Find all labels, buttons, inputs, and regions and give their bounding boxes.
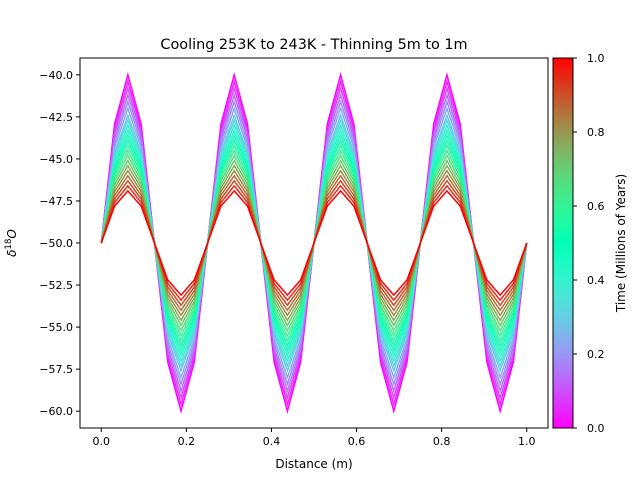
y-axis-label-base: δ: [5, 249, 19, 256]
y-tick-label: −47.5: [39, 195, 73, 208]
x-tick-label: 0.6: [348, 435, 366, 448]
x-tick-label: 0.2: [178, 435, 196, 448]
colorbar-ticks: 0.0 0.2 0.4 0.6 0.8 1.0: [573, 52, 605, 435]
y-axis: −40.0 −42.5 −45.0 −47.5 −50.0 −52.5 −55.0 −57.5…: [39, 69, 80, 418]
series-line-21: [100, 189, 528, 297]
colorbar-tick-label: 0.2: [587, 348, 605, 361]
y-tick-label: −52.5: [39, 279, 73, 292]
colorbar: 0.0 0.2 0.4 0.6 0.8 1.0 Time (Millions of Yea…: [552, 52, 628, 435]
y-tick-label: −42.5: [39, 111, 73, 124]
y-tick-label: −45.0: [39, 153, 73, 166]
x-tick-label: 0.0: [93, 435, 111, 448]
colorbar-tick-label: 0.8: [587, 126, 605, 139]
colorbar-tick-label: 0.0: [587, 422, 605, 435]
y-tick-label: −55.0: [39, 321, 73, 334]
y-tick-label: −50.0: [39, 237, 73, 250]
chart-title: Cooling 253K to 243K - Thinning 5m to 1m: [160, 37, 467, 53]
colorbar-tick-label: 1.0: [587, 52, 605, 65]
y-tick-label: −60.0: [39, 405, 73, 418]
colorbar-label: Time (Millions of Years): [614, 174, 628, 313]
x-tick-label: 0.4: [263, 435, 281, 448]
x-axis: 0.0 0.2 0.4 0.6 0.8 1.0: [93, 428, 536, 448]
x-tick-label: 0.8: [433, 435, 451, 448]
colorbar-tick-label: 0.6: [587, 200, 605, 213]
series-layer: [100, 71, 528, 415]
plot-area: [79, 57, 549, 429]
y-tick-label: −40.0: [39, 69, 73, 82]
colorbar-tick-label: 0.4: [587, 274, 605, 287]
colorbar-gradient: [552, 57, 574, 429]
y-tick-label: −57.5: [39, 363, 73, 376]
y-axis-label-tail: O: [5, 229, 19, 238]
y-axis-label: δ18O: [4, 229, 19, 257]
y-axis-label-sup: 18: [4, 239, 14, 250]
x-axis-label: Distance (m): [275, 457, 352, 471]
x-tick-label: 1.0: [518, 435, 536, 448]
